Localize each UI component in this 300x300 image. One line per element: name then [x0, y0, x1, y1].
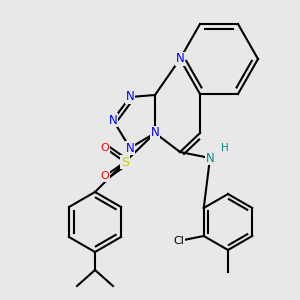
Text: N: N — [206, 152, 214, 164]
Text: N: N — [151, 127, 159, 140]
Text: S: S — [121, 155, 129, 169]
Text: O: O — [100, 171, 109, 181]
Text: H: H — [221, 143, 229, 153]
Text: N: N — [176, 52, 184, 65]
Text: N: N — [109, 113, 117, 127]
Text: O: O — [100, 143, 109, 153]
Text: Cl: Cl — [173, 236, 184, 246]
Text: N: N — [126, 91, 134, 103]
Text: N: N — [126, 142, 134, 154]
